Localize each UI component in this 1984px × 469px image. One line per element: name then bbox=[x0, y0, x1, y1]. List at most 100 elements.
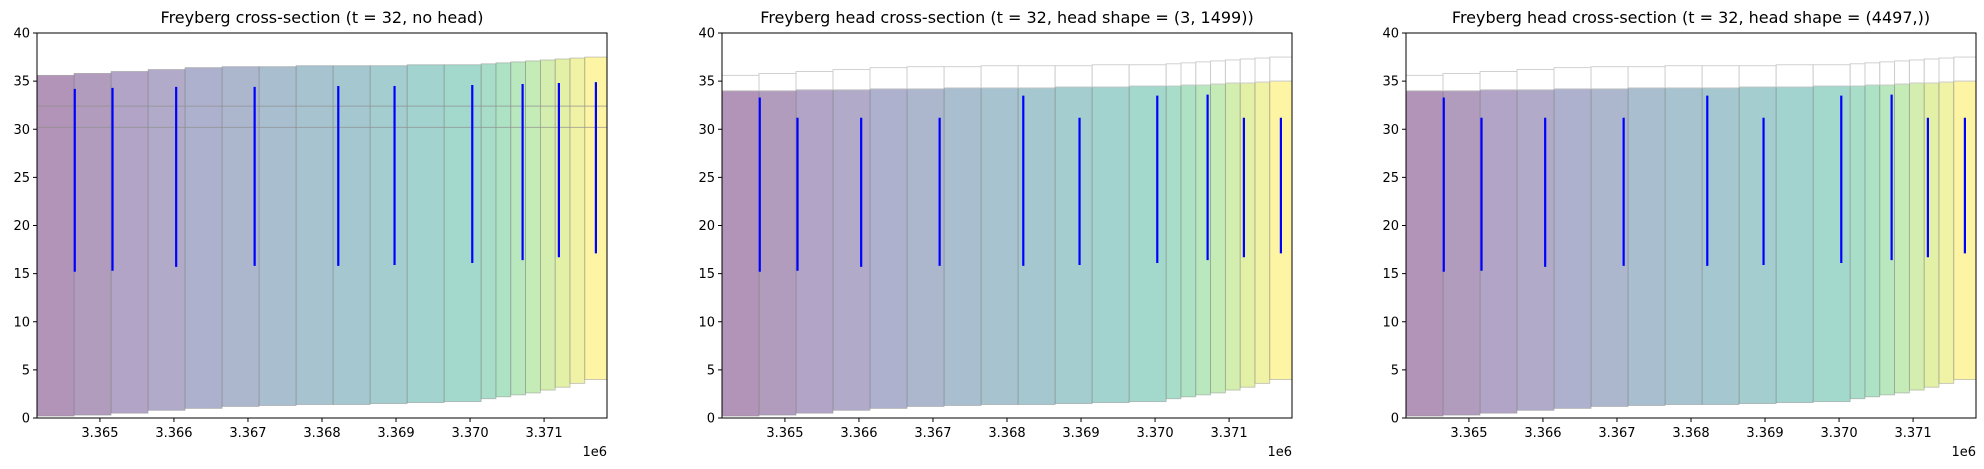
x-tick-label: 3.368 bbox=[1672, 426, 1709, 441]
cell-column bbox=[795, 89, 834, 414]
cell-column bbox=[480, 63, 497, 400]
y-tick-label: 5 bbox=[707, 363, 715, 378]
x-tick-label: 3.365 bbox=[81, 426, 118, 441]
cell-column bbox=[1210, 83, 1226, 394]
x-tick-label: 3.369 bbox=[1062, 426, 1099, 441]
x-tick-label: 3.371 bbox=[525, 426, 562, 441]
chart-panel-3: 0 5 10 15 20 25 30 35 40 3.365 3.366 3.367 3.368 3.36… bbox=[1382, 8, 1977, 460]
cell-top-outline bbox=[1269, 56, 1292, 82]
cell-top-outline bbox=[1879, 61, 1896, 86]
cell-column bbox=[1590, 88, 1629, 407]
cell-top-outline bbox=[1590, 66, 1629, 90]
cell-column bbox=[406, 64, 445, 403]
cell-column bbox=[980, 87, 1019, 405]
x-offset-label: 1e6 bbox=[1951, 445, 1976, 460]
x-tick-label: 3.366 bbox=[1524, 426, 1561, 441]
chart-panel-2: 0 5 10 15 20 25 30 35 40 3.365 3.366 3.367 3.368 3.36… bbox=[698, 8, 1293, 460]
cell-top-outline bbox=[1054, 65, 1093, 88]
cell-column bbox=[539, 59, 556, 391]
cell-top-outline bbox=[1239, 58, 1256, 84]
y-tick-label: 20 bbox=[1382, 219, 1399, 234]
cell-top-outline bbox=[1894, 60, 1910, 85]
cell-column bbox=[869, 88, 908, 409]
y-tick-label: 10 bbox=[1382, 315, 1399, 330]
cell-top-outline bbox=[1224, 59, 1241, 84]
cell-top-outline bbox=[1091, 64, 1130, 88]
cell-top-outline bbox=[1017, 65, 1056, 89]
y-tick-label: 0 bbox=[22, 412, 30, 427]
cell-column bbox=[1165, 85, 1182, 400]
y-tick-label: 40 bbox=[13, 27, 30, 42]
cell-column bbox=[1054, 86, 1093, 404]
x-tick-label: 3.366 bbox=[155, 426, 192, 441]
y-tick-label: 25 bbox=[698, 171, 715, 186]
cell-column bbox=[832, 89, 871, 411]
chart-panel-1: 0 5 10 15 20 25 30 35 40 3.365 3.366 3.367 3.368 3.36… bbox=[13, 8, 608, 460]
cell-top-outline bbox=[1864, 62, 1881, 86]
cell-column bbox=[1864, 84, 1881, 398]
y-tick-label: 35 bbox=[1382, 75, 1399, 90]
x-tick-label: 3.370 bbox=[1820, 426, 1857, 441]
cell-top-outline bbox=[1553, 67, 1592, 90]
y-tick-label: 0 bbox=[707, 412, 715, 427]
cell-top-outline bbox=[1516, 69, 1555, 91]
cell-column bbox=[1091, 86, 1130, 404]
y-tick-label: 5 bbox=[1391, 363, 1399, 378]
cell-column bbox=[758, 90, 797, 416]
y-tick-label: 40 bbox=[1382, 27, 1399, 42]
x-tick-label: 3.371 bbox=[1210, 426, 1247, 441]
cell-top-outline bbox=[722, 74, 760, 92]
cell-top-outline bbox=[832, 69, 871, 91]
cell-column bbox=[184, 67, 223, 409]
y-tick-label: 5 bbox=[22, 363, 30, 378]
cell-top-outline bbox=[1664, 65, 1703, 89]
cell-column bbox=[443, 64, 482, 403]
cell-top-outline bbox=[1210, 60, 1226, 85]
x-tick-label: 3.369 bbox=[1746, 426, 1783, 441]
cell-column bbox=[943, 87, 982, 406]
cell-top-outline bbox=[1442, 72, 1481, 92]
cell-top-outline bbox=[1701, 65, 1740, 89]
y-tick-label: 0 bbox=[1391, 412, 1399, 427]
plot-area bbox=[37, 56, 607, 417]
cell-top-outline bbox=[1812, 64, 1851, 87]
cell-top-outline bbox=[1165, 63, 1182, 87]
y-tick-label: 20 bbox=[698, 219, 715, 234]
cell-column bbox=[1239, 82, 1256, 388]
y-tick-label: 30 bbox=[698, 123, 715, 138]
cell-top-outline bbox=[1195, 61, 1212, 86]
x-tick-label: 3.371 bbox=[1894, 426, 1931, 441]
x-tick-label: 3.368 bbox=[988, 426, 1025, 441]
cell-top-outline bbox=[1627, 66, 1666, 89]
cell-top-outline bbox=[1849, 63, 1866, 87]
y-tick-label: 10 bbox=[698, 315, 715, 330]
cell-top-outline bbox=[1908, 59, 1925, 84]
cell-column bbox=[1406, 90, 1444, 417]
chart-title: Freyberg head cross-section (t = 32, hea… bbox=[1452, 8, 1930, 27]
x-tick-label: 3.369 bbox=[377, 426, 414, 441]
cell-column bbox=[295, 65, 334, 405]
plot-area bbox=[1406, 56, 1976, 417]
cell-column bbox=[1254, 81, 1271, 384]
cell-column bbox=[221, 66, 260, 407]
cell-top-outline bbox=[1938, 57, 1955, 83]
cell-column bbox=[258, 66, 297, 406]
y-tick-label: 10 bbox=[13, 315, 30, 330]
y-tick-label: 25 bbox=[13, 171, 30, 186]
cell-column bbox=[1516, 89, 1555, 411]
y-tick-label: 40 bbox=[698, 27, 715, 42]
cell-top-outline bbox=[1738, 65, 1777, 88]
y-tick-label: 30 bbox=[1382, 123, 1399, 138]
chart-title: Freyberg head cross-section (t = 32, hea… bbox=[760, 8, 1253, 27]
y-tick-label: 15 bbox=[13, 267, 30, 282]
cell-top-outline bbox=[795, 71, 834, 91]
cell-column bbox=[1553, 88, 1592, 409]
cell-top-outline bbox=[906, 66, 945, 90]
cell-column bbox=[37, 74, 75, 417]
y-tick-label: 35 bbox=[13, 75, 30, 90]
cell-column bbox=[554, 58, 571, 388]
y-tick-label: 20 bbox=[13, 219, 30, 234]
cell-column bbox=[1224, 82, 1241, 391]
cell-column bbox=[722, 90, 760, 417]
